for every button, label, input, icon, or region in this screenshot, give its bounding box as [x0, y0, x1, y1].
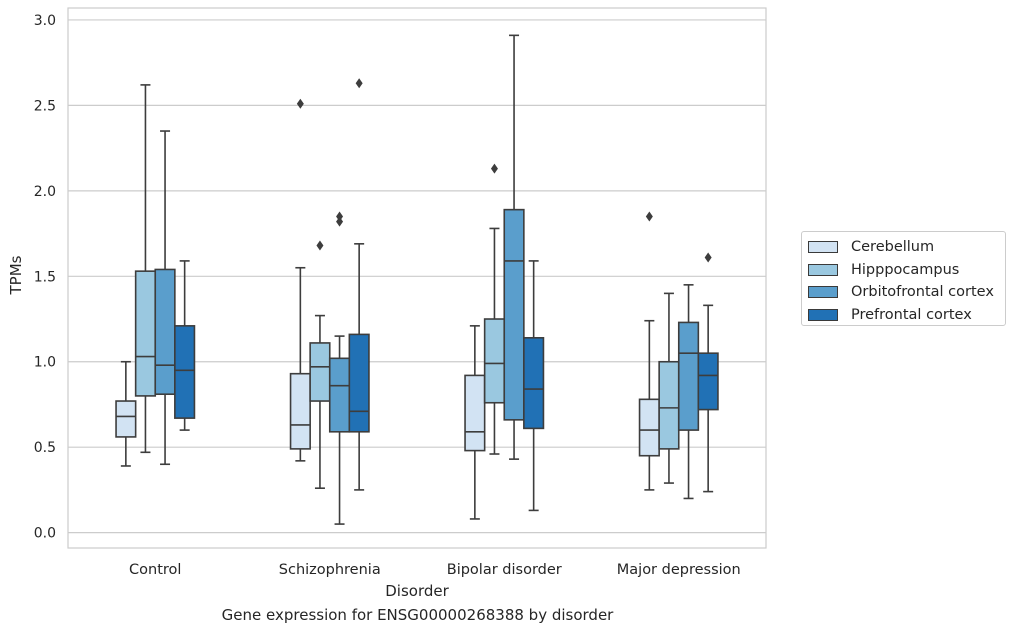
- box-body: [464, 374, 486, 452]
- x-tick-label: Schizophrenia: [279, 562, 381, 578]
- legend-label-cerebellum: Cerebellum: [851, 239, 935, 256]
- box-body: [658, 360, 680, 450]
- legend-label-prefrontal-cortex: Prefrontal cortex: [851, 307, 972, 324]
- figure-caption: Gene expression for ENSG00000268388 by d…: [221, 606, 614, 624]
- x-axis-label: Disorder: [385, 582, 449, 600]
- plot-frame: [67, 7, 767, 549]
- y-axis-label: TPMs: [7, 255, 25, 295]
- box-body: [638, 398, 660, 457]
- tick-layer: 0.0 0.5 1.0 1.5 2.0 2.5 3.0 Control Schizophreni…: [34, 13, 741, 578]
- y-tick-label: 0.0: [34, 526, 56, 542]
- box-body: [328, 357, 351, 433]
- y-tick-label: 1.0: [34, 355, 56, 371]
- legend-swatch-orbitofrontal-cortex: [808, 286, 838, 299]
- box-body: [134, 270, 157, 397]
- y-tick-label: 0.5: [34, 440, 56, 456]
- box-group: [289, 98, 311, 462]
- legend-swatch-hippocampus: [808, 263, 838, 276]
- box-group: [464, 325, 486, 520]
- outlier-point: [490, 163, 498, 174]
- box-group: [348, 78, 370, 491]
- outlier-point: [645, 211, 653, 222]
- legend-swatch-prefrontal-cortex: [808, 309, 838, 322]
- x-tick-label: Bipolar disorder: [447, 562, 562, 578]
- box-group: [115, 360, 137, 467]
- legend-item-orbitofrontal-cortex: Orbitofrontal cortex: [808, 281, 1005, 304]
- box-body: [154, 268, 176, 396]
- legend-item-hippocampus: Hipppocampus: [808, 259, 1005, 282]
- outlier-point: [336, 211, 344, 222]
- y-tick-label: 3.0: [34, 13, 56, 29]
- box-body: [523, 337, 545, 430]
- legend-item-prefrontal-cortex: Prefrontal cortex: [808, 304, 1005, 327]
- y-tick-label: 1.5: [34, 269, 56, 285]
- box-group: [134, 84, 157, 454]
- x-tick-label: Major depression: [617, 562, 741, 578]
- box-group: [328, 211, 351, 525]
- x-tick-label: Control: [129, 562, 181, 578]
- box-group: [154, 130, 176, 466]
- box-group: [697, 252, 719, 493]
- box-body: [503, 208, 525, 421]
- box-body: [348, 333, 370, 433]
- box-group: [174, 260, 196, 431]
- box-group: [638, 211, 660, 491]
- outlier-point: [704, 252, 712, 263]
- outlier-point: [336, 216, 344, 227]
- y-tick-label: 2.5: [34, 98, 56, 114]
- legend-item-cerebellum: Cerebellum: [808, 236, 1005, 259]
- box-group: [658, 292, 680, 484]
- box-body: [289, 372, 311, 450]
- outlier-point: [316, 240, 324, 251]
- box-group: [483, 163, 506, 455]
- legend-swatch-cerebellum: [808, 241, 838, 254]
- box-group: [309, 240, 331, 489]
- box-body: [677, 321, 700, 431]
- outlier-point: [296, 98, 304, 109]
- legend-label-hippocampus: Hipppocampus: [851, 261, 960, 278]
- box-group: [523, 260, 545, 512]
- box-body: [309, 342, 331, 402]
- outlier-point: [355, 78, 363, 89]
- box-group: [677, 284, 700, 500]
- box-group: [503, 34, 525, 460]
- legend-label-orbitofrontal-cortex: Orbitofrontal cortex: [851, 284, 994, 301]
- legend: Cerebellum Hipppocampus Orbitofrontal co…: [801, 231, 1006, 326]
- box-layer: [115, 34, 719, 525]
- box-body: [697, 352, 719, 411]
- box-body: [174, 325, 196, 419]
- y-tick-label: 2.0: [34, 184, 56, 200]
- box-body: [115, 400, 137, 438]
- box-body: [483, 318, 506, 404]
